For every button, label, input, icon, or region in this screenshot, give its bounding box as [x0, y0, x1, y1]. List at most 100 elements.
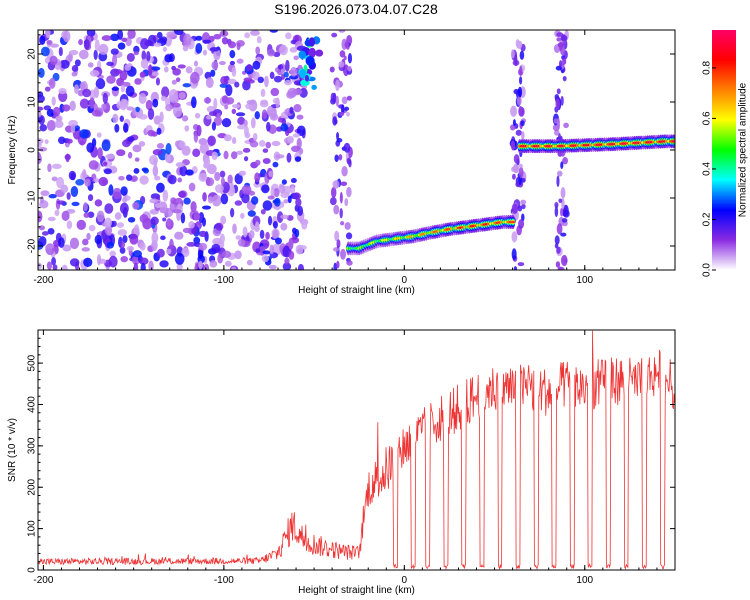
noise-cell [68, 49, 79, 56]
noise-cell [213, 33, 222, 40]
noise-cell [562, 75, 567, 82]
noise-cell [106, 61, 114, 66]
noise-cell [220, 76, 228, 85]
noise-cell [195, 42, 203, 54]
noise-cell [82, 238, 89, 246]
noise-cell [223, 150, 229, 160]
noise-cell [228, 41, 237, 49]
noise-cell [285, 59, 290, 72]
noise-cell [102, 92, 109, 104]
noise-cell [212, 200, 219, 207]
noise-cell [51, 96, 56, 106]
noise-cell [202, 192, 207, 202]
noise-cell [267, 48, 276, 57]
noise-cell [79, 98, 90, 109]
noise-cell [46, 108, 55, 117]
noise-cell [261, 109, 268, 120]
noise-cell [556, 175, 560, 188]
noise-cell [521, 203, 526, 210]
noise-cell [346, 260, 353, 266]
noise-cell [219, 170, 226, 178]
noise-cell [335, 79, 340, 92]
noise-cell [165, 142, 172, 155]
noise-cell [148, 260, 154, 270]
colorbar-tick-label: 0.0 [702, 263, 713, 277]
noise-cell [82, 88, 92, 98]
noise-cell [206, 115, 212, 120]
noise-cell [160, 36, 168, 43]
noise-cell [561, 218, 568, 223]
noise-cell [341, 96, 348, 105]
noise-cell [104, 225, 113, 236]
noise-cell [230, 151, 238, 160]
noise-cell [225, 97, 235, 105]
noise-cell [555, 98, 560, 110]
noise-cell [219, 83, 229, 88]
noise-cell [220, 193, 229, 205]
noise-cell [98, 176, 109, 187]
noise-cell [61, 264, 68, 270]
noise-cell [267, 215, 273, 226]
noise-cell [40, 46, 50, 57]
noise-cell [554, 206, 559, 218]
noise-cell [101, 35, 112, 42]
noise-cell [247, 210, 256, 217]
noise-cell [235, 112, 246, 117]
noise-cell [86, 232, 91, 241]
noise-cell [40, 190, 50, 197]
colorbar-tick-label: 0.2 [702, 212, 713, 226]
noise-cell [334, 230, 340, 242]
blob-cell [311, 84, 317, 90]
noise-cell [94, 234, 102, 245]
noise-cell [162, 189, 169, 202]
noise-cell [181, 247, 190, 258]
noise-cell [114, 212, 122, 220]
noise-cell [138, 140, 146, 147]
noise-cell [198, 230, 207, 238]
noise-cell [47, 216, 56, 222]
noise-cell [288, 250, 295, 260]
noise-cell [210, 69, 216, 77]
noise-cell [38, 225, 45, 231]
noise-cell [343, 142, 351, 153]
noise-cell [119, 70, 128, 81]
noise-cell [244, 32, 251, 39]
noise-cell [156, 31, 163, 39]
noise-cell [203, 97, 212, 104]
noise-cell [58, 46, 63, 57]
noise-cell [196, 124, 202, 137]
noise-cell [214, 184, 224, 194]
noise-cell [260, 208, 266, 215]
noise-cell [185, 66, 193, 74]
noise-cell [174, 252, 185, 265]
y-tick-label: -10 [27, 190, 38, 205]
noise-cell [213, 98, 218, 110]
noise-cell [269, 71, 275, 80]
y-tick-label: -20 [27, 238, 38, 253]
noise-cell [111, 220, 117, 227]
noise-cell [333, 247, 340, 252]
noise-cell [556, 88, 561, 95]
noise-cell [519, 50, 525, 60]
track-cell [510, 220, 516, 224]
noise-cell [180, 212, 186, 224]
noise-cell [293, 55, 299, 61]
noise-cell [48, 194, 57, 199]
noise-cell [240, 212, 245, 219]
noise-cell [254, 172, 261, 183]
noise-cell [557, 170, 563, 177]
noise-cell [113, 69, 123, 74]
noise-cell [152, 165, 159, 177]
noise-cell [57, 136, 66, 145]
noise-cell [347, 65, 352, 72]
noise-cell [283, 199, 289, 204]
noise-cell [60, 59, 70, 69]
noise-cell [78, 49, 89, 60]
noise-cell [96, 210, 105, 223]
noise-cell [101, 103, 107, 110]
noise-cell [286, 152, 292, 163]
noise-cell [126, 106, 134, 111]
noise-cell [295, 244, 304, 255]
blob-cell [305, 56, 315, 66]
noise-cell [554, 235, 560, 245]
